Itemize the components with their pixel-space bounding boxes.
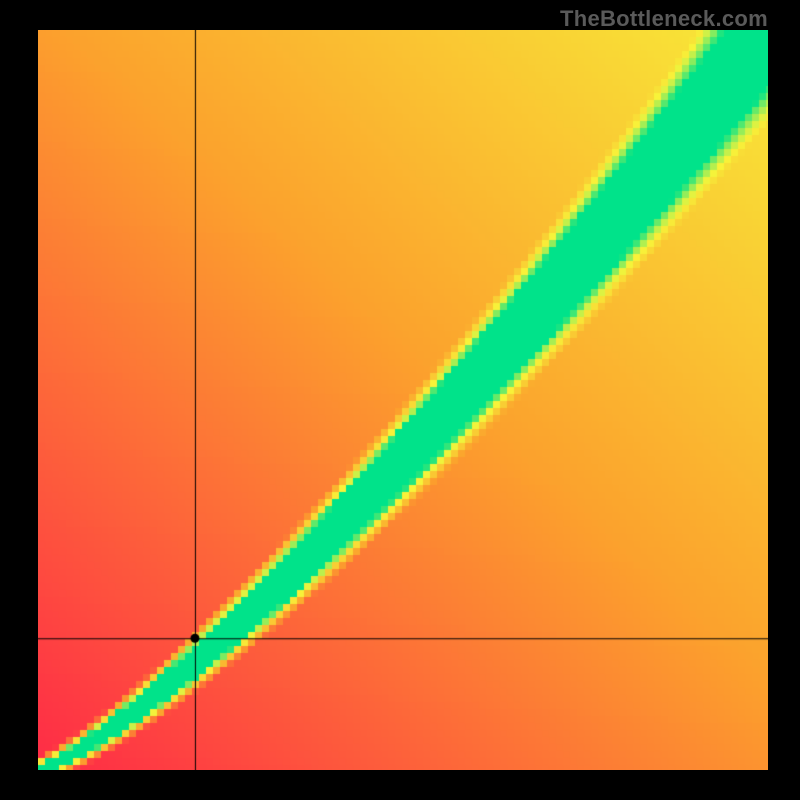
watermark-label: TheBottleneck.com xyxy=(560,6,768,32)
heatmap-canvas xyxy=(38,30,768,770)
chart-container: TheBottleneck.com xyxy=(0,0,800,800)
plot-frame xyxy=(38,30,768,770)
